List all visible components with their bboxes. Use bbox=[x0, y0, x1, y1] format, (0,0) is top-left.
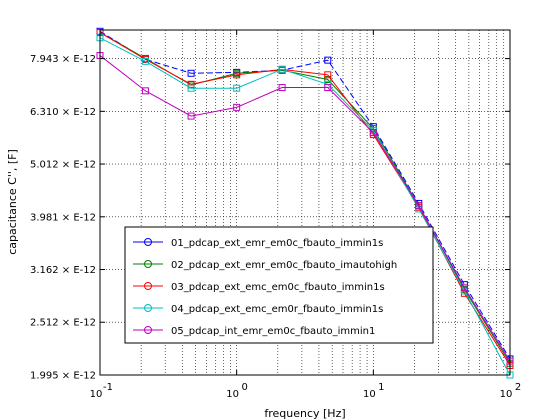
y-tick-label: 3.162 × E-12 bbox=[30, 265, 96, 276]
series-line bbox=[99, 30, 511, 360]
plot-frame bbox=[99, 29, 511, 376]
legend-marker bbox=[144, 304, 152, 312]
data-point-marker bbox=[187, 80, 195, 88]
legend-box bbox=[124, 226, 434, 344]
series-line bbox=[99, 37, 511, 376]
series-layer bbox=[96, 27, 514, 379]
y-tick-label: 3.981 × E-12 bbox=[30, 212, 96, 223]
data-point-marker bbox=[233, 103, 241, 111]
x-tick-label: 10 bbox=[363, 389, 376, 400]
x-tick-label: 10 bbox=[226, 389, 239, 400]
data-point-marker bbox=[141, 57, 149, 65]
legend: 01_pdcap_ext_emr_em0c_fbauto_immin1s 02_p… bbox=[124, 226, 434, 344]
x-tick-exponent: 2 bbox=[515, 382, 521, 393]
legend-entry-label: 05_pdcap_int_emr_em0c_fbauto_immin1 bbox=[171, 326, 375, 337]
data-point-marker bbox=[415, 202, 423, 210]
legend-marker bbox=[144, 260, 152, 268]
legend-marker bbox=[144, 282, 152, 290]
series-line bbox=[99, 55, 511, 362]
data-point-marker bbox=[187, 69, 195, 77]
data-point-marker bbox=[233, 71, 241, 79]
legend-marker bbox=[144, 238, 152, 246]
y-tick-label: 5.012 × E-12 bbox=[30, 160, 96, 171]
data-point-marker bbox=[460, 284, 468, 292]
data-point-marker bbox=[187, 112, 195, 120]
x-tick-exponent: 0 bbox=[241, 382, 247, 393]
data-point-marker bbox=[278, 65, 286, 73]
x-tick-exponent: -1 bbox=[103, 382, 113, 393]
data-point-marker bbox=[187, 84, 195, 92]
data-point-marker bbox=[141, 87, 149, 95]
x-tick-label: 10 bbox=[90, 389, 103, 400]
data-point-marker bbox=[278, 84, 286, 92]
legend-marker bbox=[144, 326, 152, 334]
data-point-marker bbox=[233, 84, 241, 92]
x-tick-exponent: 1 bbox=[378, 382, 384, 393]
data-point-marker bbox=[324, 71, 332, 79]
legend-entry-label: 02_pdcap_ext_emr_em0c_fbauto_imautohigh bbox=[171, 260, 397, 271]
y-axis-label: capacitance C'', [F] bbox=[6, 149, 19, 255]
legend-entry-label: 04_pdcap_ext_emc_em0r_fbauto_immin1s bbox=[171, 304, 383, 315]
x-axis-label: frequency [Hz] bbox=[264, 407, 345, 420]
x-tick-label: 10 bbox=[500, 389, 513, 400]
y-tick-label: 6.310 × E-12 bbox=[30, 107, 96, 118]
legend-entry-label: 01_pdcap_ext_emr_em0c_fbauto_immin1s bbox=[171, 238, 383, 249]
y-tick-label: 7.943 × E-12 bbox=[30, 54, 96, 65]
y-tick-label: 1.995 × E-12 bbox=[30, 371, 96, 382]
data-point-marker bbox=[324, 84, 332, 92]
data-point-marker bbox=[369, 129, 377, 137]
data-point-marker bbox=[324, 56, 332, 64]
grid bbox=[100, 30, 510, 375]
legend-entry-label: 03_pdcap_ext_emc_em0c_fbauto_immin1s bbox=[171, 282, 385, 293]
y-tick-label: 2.512 × E-12 bbox=[30, 318, 96, 329]
